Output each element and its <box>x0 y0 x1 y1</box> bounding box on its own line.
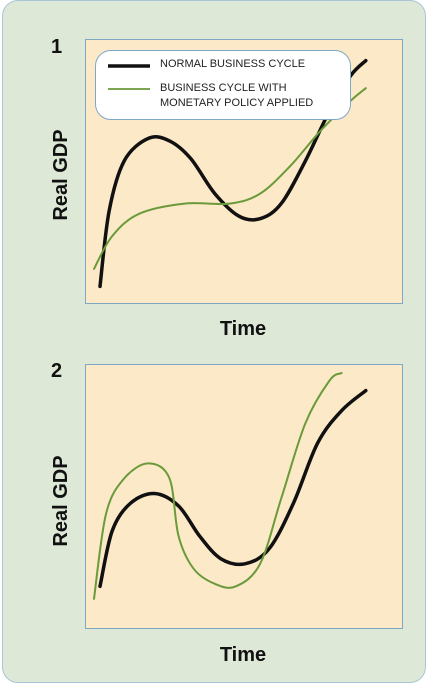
legend-swatch-normal <box>108 64 150 68</box>
panel-1-legend: NORMAL BUSINESS CYCLE BUSINESS CYCLE WIT… <box>95 50 351 120</box>
panel-2-plot-area <box>85 364 403 629</box>
panel-2-label: 2 <box>51 360 63 382</box>
legend-label-normal: NORMAL BUSINESS CYCLE <box>160 58 306 70</box>
panel-2-y-axis-label: Real GDP <box>50 455 72 547</box>
panel-2-x-axis-label: Time <box>219 644 267 666</box>
legend-swatch-monetary <box>108 88 150 90</box>
panel-2-series-normal-line <box>98 388 368 589</box>
panel-1-label: 1 <box>51 36 63 58</box>
panel-2-chart <box>93 372 368 600</box>
legend-label-monetary: BUSINESS CYCLE WITH MONETARY POLICY APPL… <box>160 82 314 109</box>
panel-1-y-axis-label: Real GDP <box>50 129 72 221</box>
panel-2-series-monetary-line <box>93 372 343 600</box>
panel-1-x-axis-label: Time <box>219 318 267 340</box>
